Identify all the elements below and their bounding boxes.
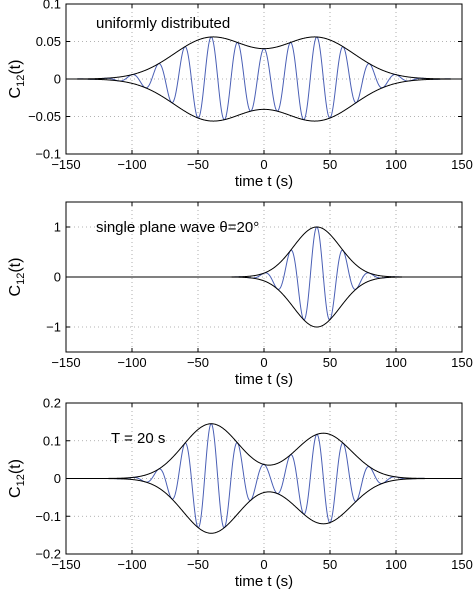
panel-1: −150 −100 −50 0 50 100 150 −0.1 −0.05 0 0.05 0.1 un… (7, 0, 473, 190)
x-tick-label: 150 (451, 157, 473, 172)
y-tick-label: 0.05 (36, 34, 61, 49)
x-tick-label: 50 (323, 157, 337, 172)
x-tick-label: 0 (260, 157, 267, 172)
y-tick-label: −0.1 (35, 509, 61, 524)
annotation: single plane wave θ=20° (96, 219, 259, 236)
y-tick-label: 0.1 (43, 433, 61, 448)
envelope-upper-line (66, 36, 462, 80)
x-tick-label: 0 (260, 557, 267, 572)
y-tick-label: 0.1 (43, 0, 61, 12)
envelope-lower-line (66, 478, 462, 534)
x-axis-label: time t (s) (235, 573, 293, 590)
y-axis-label: C12(t) (7, 60, 27, 99)
panel-2: −150 −100 −50 0 50 100 150 −1 0 1 single plane wa… (7, 201, 473, 388)
y-tick-label: 0.2 (43, 396, 61, 411)
y-tick-label: −0.2 (35, 547, 61, 562)
x-tick-label: −50 (187, 355, 209, 370)
x-tick-label: 50 (323, 355, 337, 370)
y-tick-label: 1 (54, 220, 61, 235)
y-tick-label: 0 (54, 72, 61, 87)
x-tick-label: −100 (117, 157, 146, 172)
x-tick-label: 150 (451, 355, 473, 370)
y-axis-label: C12(t) (7, 258, 27, 297)
x-tick-label: −100 (117, 355, 146, 370)
x-tick-label: −50 (187, 157, 209, 172)
y-tick-label: −0.1 (35, 147, 61, 162)
x-tick-label: 0 (260, 355, 267, 370)
y-tick-label: −1 (46, 320, 61, 335)
x-tick-label: 100 (385, 157, 407, 172)
x-tick-label: 100 (385, 557, 407, 572)
x-axis-label: time t (s) (235, 371, 293, 388)
y-tick-label: 0 (54, 270, 61, 285)
envelope-upper-line (66, 423, 462, 479)
x-axis-label: time t (s) (235, 173, 293, 190)
signal-line (66, 36, 462, 121)
x-tick-label: −150 (51, 557, 80, 572)
y-axis-label: C12(t) (7, 459, 27, 498)
annotation: T = 20 s (111, 430, 165, 447)
x-tick-label: −150 (51, 157, 80, 172)
y-tick-label: −0.05 (28, 109, 61, 124)
annotation: uniformly distributed (96, 15, 230, 32)
envelope-lower-line (66, 78, 462, 122)
x-tick-label: 150 (451, 557, 473, 572)
x-tick-label: −50 (187, 557, 209, 572)
x-tick-label: 50 (323, 557, 337, 572)
x-tick-label: 100 (385, 355, 407, 370)
y-tick-label: 0 (54, 471, 61, 486)
panel-3: −150 −100 −50 0 50 100 150 −0.2 −0.1 0 0.1 0.2 T = … (7, 396, 473, 591)
x-tick-label: −150 (51, 355, 80, 370)
envelope-lower-line (66, 276, 462, 328)
x-tick-label: −100 (117, 557, 146, 572)
